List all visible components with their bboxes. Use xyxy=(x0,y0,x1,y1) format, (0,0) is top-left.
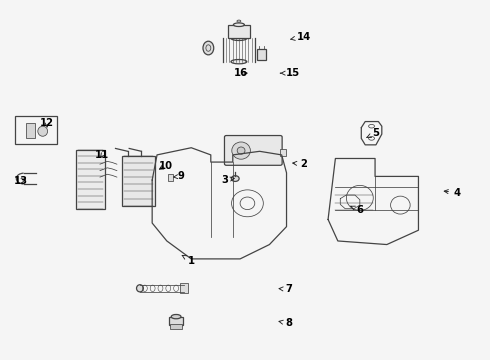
Ellipse shape xyxy=(171,315,181,319)
Text: 2: 2 xyxy=(293,159,307,169)
Bar xyxy=(168,174,173,181)
Text: 6: 6 xyxy=(351,206,363,216)
Ellipse shape xyxy=(203,41,214,55)
Ellipse shape xyxy=(232,142,250,159)
Text: 9: 9 xyxy=(173,171,184,181)
Ellipse shape xyxy=(231,176,239,181)
FancyBboxPatch shape xyxy=(224,135,282,165)
Text: 16: 16 xyxy=(234,68,248,78)
Bar xyxy=(257,49,267,60)
Text: 8: 8 xyxy=(279,319,293,328)
Bar xyxy=(15,116,57,144)
Bar xyxy=(76,149,105,209)
Text: 13: 13 xyxy=(14,176,28,186)
Bar xyxy=(180,283,188,293)
Text: 5: 5 xyxy=(367,129,379,138)
Bar xyxy=(280,149,286,156)
Ellipse shape xyxy=(237,147,245,154)
Ellipse shape xyxy=(231,59,247,64)
Bar xyxy=(170,324,182,329)
Ellipse shape xyxy=(231,36,247,41)
Text: 14: 14 xyxy=(291,32,311,41)
Text: 15: 15 xyxy=(280,68,300,78)
Bar xyxy=(26,123,35,138)
Ellipse shape xyxy=(233,23,245,27)
Bar xyxy=(169,317,183,324)
Text: 12: 12 xyxy=(40,118,54,128)
Text: 3: 3 xyxy=(221,175,234,185)
Text: 7: 7 xyxy=(279,284,293,294)
Text: 11: 11 xyxy=(95,150,109,160)
Text: 10: 10 xyxy=(159,161,173,171)
Bar xyxy=(228,25,250,39)
Bar xyxy=(122,156,155,206)
Ellipse shape xyxy=(38,126,48,136)
Ellipse shape xyxy=(237,20,241,22)
Ellipse shape xyxy=(137,285,144,292)
Text: 4: 4 xyxy=(444,188,461,198)
Text: 1: 1 xyxy=(182,255,195,266)
